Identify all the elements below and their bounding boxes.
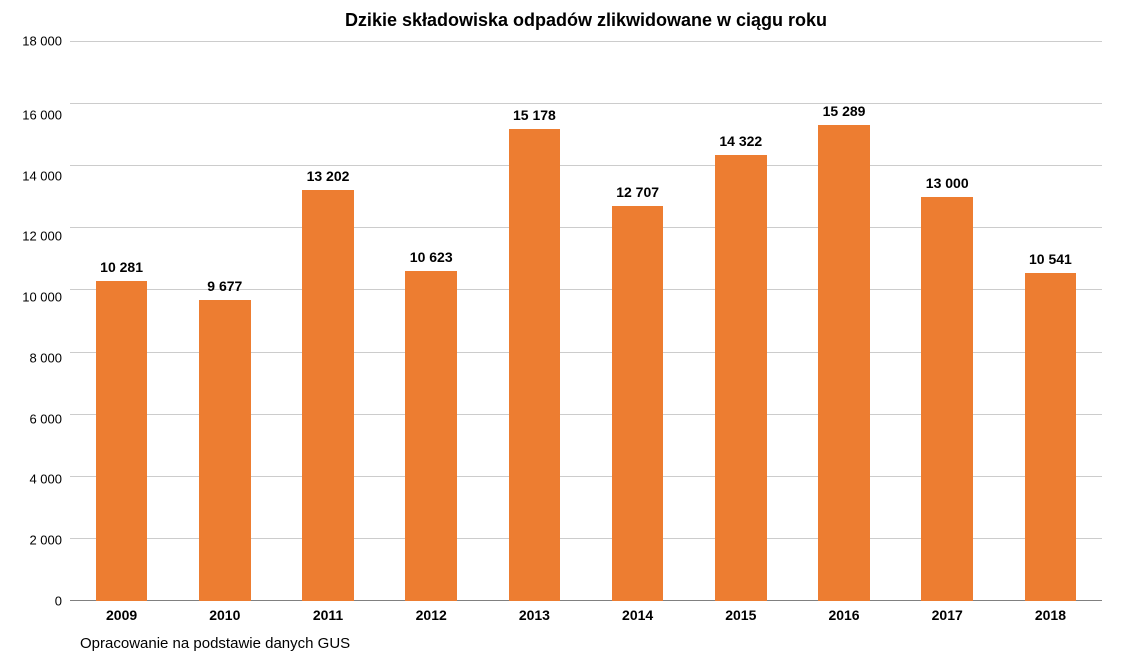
bar-value-label: 15 289 [823, 103, 866, 119]
bar: 15 178 [509, 129, 561, 601]
bar: 10 541 [1025, 273, 1077, 601]
bar-value-label: 12 707 [616, 184, 659, 200]
bar-value-label: 10 541 [1029, 251, 1072, 267]
bar-value-label: 14 322 [719, 133, 762, 149]
x-tick: 2016 [792, 607, 895, 623]
y-tick: 0 [55, 594, 62, 607]
y-axis: 18 000 16 000 14 000 12 000 10 000 8 000… [10, 41, 70, 601]
bar: 14 322 [715, 155, 767, 601]
bar-wrapper: 12 707 [586, 41, 689, 601]
x-tick: 2018 [999, 607, 1102, 623]
y-tick: 8 000 [29, 351, 62, 364]
bar: 10 281 [96, 281, 148, 601]
bar-wrapper: 13 000 [896, 41, 999, 601]
y-tick: 18 000 [22, 35, 62, 48]
bar: 12 707 [612, 206, 664, 601]
bar-value-label: 13 000 [926, 175, 969, 191]
bar-value-label: 10 281 [100, 259, 143, 275]
bar-group: 10 281 [70, 41, 173, 601]
bars-container: 10 281 9 677 13 202 10 623 15 178 12 707 14 32… [70, 41, 1102, 601]
chart-body: 18 000 16 000 14 000 12 000 10 000 8 000… [10, 41, 1102, 601]
bar-wrapper: 14 322 [689, 41, 792, 601]
bar: 13 000 [921, 197, 973, 601]
bar-value-label: 9 677 [207, 278, 242, 294]
bar-wrapper: 10 541 [999, 41, 1102, 601]
y-tick: 16 000 [22, 108, 62, 121]
x-tick: 2013 [483, 607, 586, 623]
bar-wrapper: 15 289 [792, 41, 895, 601]
y-tick: 2 000 [29, 534, 62, 547]
y-tick: 4 000 [29, 473, 62, 486]
bar-wrapper: 13 202 [276, 41, 379, 601]
x-tick: 2014 [586, 607, 689, 623]
x-axis: 2009201020112012201320142015201620172018 [70, 607, 1102, 623]
bar-group: 13 000 [896, 41, 999, 601]
bar-wrapper: 10 623 [380, 41, 483, 601]
bar-group: 10 623 [380, 41, 483, 601]
bar: 13 202 [302, 190, 354, 601]
y-tick: 12 000 [22, 230, 62, 243]
y-tick: 10 000 [22, 291, 62, 304]
bar-value-label: 10 623 [410, 249, 453, 265]
chart-container: Dzikie składowiska odpadów zlikwidowane … [0, 0, 1122, 652]
bar-group: 15 289 [792, 41, 895, 601]
x-tick: 2010 [173, 607, 276, 623]
footer-note: Opracowanie na podstawie danych GUS [80, 635, 1102, 652]
x-tick: 2015 [689, 607, 792, 623]
x-tick: 2009 [70, 607, 173, 623]
x-tick: 2012 [380, 607, 483, 623]
bar: 15 289 [818, 125, 870, 601]
bar-wrapper: 10 281 [70, 41, 173, 601]
bar-group: 15 178 [483, 41, 586, 601]
bar: 9 677 [199, 300, 251, 601]
bar-wrapper: 9 677 [173, 41, 276, 601]
bar-group: 12 707 [586, 41, 689, 601]
bar-value-label: 15 178 [513, 107, 556, 123]
bar-group: 14 322 [689, 41, 792, 601]
y-tick: 6 000 [29, 412, 62, 425]
bar-group: 10 541 [999, 41, 1102, 601]
bar-wrapper: 15 178 [483, 41, 586, 601]
bar: 10 623 [405, 271, 457, 601]
x-tick: 2011 [276, 607, 379, 623]
bar-value-label: 13 202 [307, 168, 350, 184]
y-tick: 14 000 [22, 169, 62, 182]
chart-title: Dzikie składowiska odpadów zlikwidowane … [70, 10, 1102, 31]
x-tick: 2017 [896, 607, 999, 623]
plot-area: 10 281 9 677 13 202 10 623 15 178 12 707 14 32… [70, 41, 1102, 601]
bar-group: 13 202 [276, 41, 379, 601]
bar-group: 9 677 [173, 41, 276, 601]
